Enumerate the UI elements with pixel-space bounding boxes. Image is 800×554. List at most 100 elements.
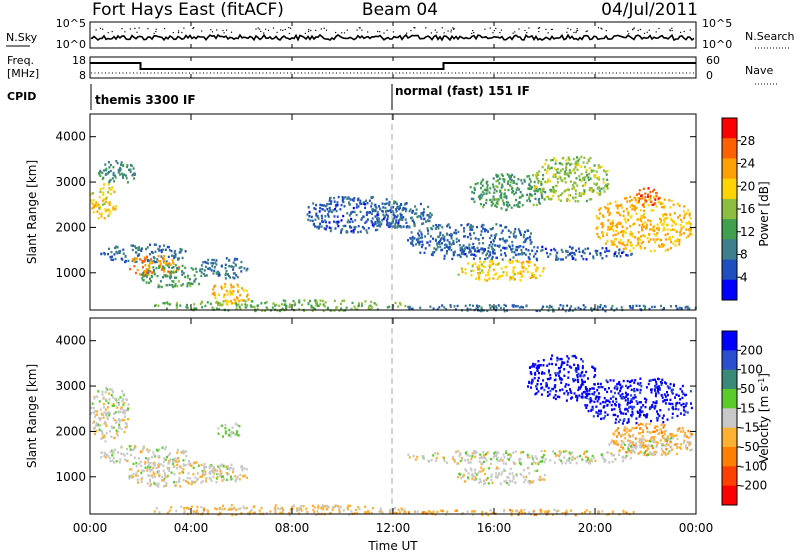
range-gate-cell	[212, 475, 215, 479]
range-gate-cell	[534, 462, 537, 465]
range-gate-cell	[672, 437, 675, 440]
range-gate-cell	[663, 206, 666, 209]
range-gate-cell	[624, 437, 627, 440]
range-gate-cell	[508, 235, 511, 239]
range-gate-cell	[528, 265, 530, 268]
range-gate-cell	[175, 481, 178, 484]
range-gate-cell	[552, 450, 554, 453]
range-gate-cell	[593, 383, 596, 386]
range-gate-cell	[376, 219, 379, 223]
range-gate-cell	[683, 413, 686, 416]
range-gate-cell	[600, 409, 602, 412]
range-gate-cell	[180, 466, 183, 469]
range-gate-cell	[513, 273, 516, 276]
range-gate-cell	[232, 470, 234, 474]
range-gate-cell	[484, 188, 487, 191]
range-gate-cell	[586, 459, 589, 462]
nsearch-point	[632, 28, 634, 30]
range-gate-cell	[471, 225, 474, 228]
range-gate-cell	[642, 240, 645, 244]
range-gate-cell	[113, 404, 116, 407]
range-gate-cell	[365, 229, 368, 232]
range-gate-cell	[582, 161, 585, 164]
range-gate-cell	[655, 400, 658, 403]
range-gate-cell	[472, 450, 475, 453]
range-gate-cell	[554, 452, 556, 455]
range-gate-cell	[641, 228, 644, 231]
range-gate-cell	[474, 262, 477, 265]
range-gate-cell	[179, 485, 182, 488]
range-gate-cell	[108, 166, 111, 169]
range-gate-cell	[690, 227, 693, 231]
range-gate-cell	[370, 202, 373, 205]
range-gate-cell	[616, 383, 619, 386]
range-gate-cell	[411, 240, 414, 243]
range-gate-cell	[158, 474, 160, 478]
range-gate-cell	[529, 276, 532, 280]
range-gate-cell	[365, 199, 367, 202]
nsky-tick-high: 10^5	[56, 17, 86, 30]
range-gate-cell	[514, 227, 517, 231]
range-gate-cell	[104, 398, 107, 401]
range-gate-cell	[357, 197, 360, 200]
range-gate-cell	[672, 384, 675, 387]
range-gate-cell	[215, 481, 218, 484]
range-gate-cell	[656, 419, 659, 422]
range-gate-cell	[432, 224, 435, 228]
range-gate-cell	[312, 306, 315, 310]
range-gate-cell	[622, 441, 625, 444]
range-gate-cell	[672, 203, 675, 206]
range-gate-cell	[557, 395, 559, 398]
range-gate-cell	[174, 460, 177, 463]
range-gate-cell	[226, 467, 229, 470]
range-gate-cell	[662, 229, 665, 232]
range-gate-cell	[582, 391, 585, 394]
range-gate-cell	[106, 388, 109, 391]
range-gate-cell	[560, 258, 563, 261]
range-gate-cell	[538, 201, 541, 204]
range-gate-cell	[145, 281, 148, 284]
range-gate-cell	[146, 270, 148, 273]
range-gate-cell	[636, 402, 639, 405]
range-gate-cell	[201, 480, 204, 483]
range-gate-cell	[510, 248, 512, 251]
range-gate-cell	[619, 383, 622, 387]
range-gate-cell	[181, 283, 184, 286]
range-gate-cell	[326, 203, 329, 206]
range-gate-cell	[611, 220, 614, 223]
range-gate-cell	[555, 454, 558, 457]
range-gate-cell	[123, 412, 126, 415]
range-gate-cell	[608, 443, 611, 446]
range-gate-cell	[332, 506, 335, 509]
range-gate-cell	[395, 221, 398, 224]
range-gate-cell	[632, 444, 635, 447]
range-gate-cell	[515, 198, 517, 202]
range-gate-cell	[596, 226, 599, 229]
range-gate-cell	[425, 220, 427, 223]
range-gate-cell	[639, 445, 642, 449]
range-gate-cell	[612, 222, 614, 225]
range-gate-cell	[487, 230, 489, 233]
range-gate-cell	[375, 303, 378, 306]
range-gate-cell	[218, 273, 221, 277]
range-gate-cell	[540, 510, 543, 513]
range-gate-cell	[345, 229, 348, 233]
nsearch-point	[267, 29, 270, 31]
range-gate-cell	[531, 462, 534, 465]
range-gate-cell	[402, 216, 405, 219]
range-gate-cell	[584, 396, 587, 399]
range-gate-cell	[584, 386, 587, 389]
range-gate-cell	[260, 506, 263, 510]
range-gate-cell	[676, 238, 679, 241]
power-colorbar-swatch	[722, 219, 737, 240]
range-gate-cell	[162, 265, 165, 268]
range-gate-cell	[682, 210, 685, 213]
range-gate-cell	[166, 466, 169, 469]
range-gate-cell	[617, 427, 620, 430]
range-gate-cell	[221, 479, 224, 482]
range-gate-cell	[534, 197, 537, 200]
nsearch-point	[129, 28, 131, 30]
nsearch-point	[138, 27, 140, 29]
nsearch-point	[512, 32, 514, 34]
range-gate-cell	[169, 263, 172, 266]
